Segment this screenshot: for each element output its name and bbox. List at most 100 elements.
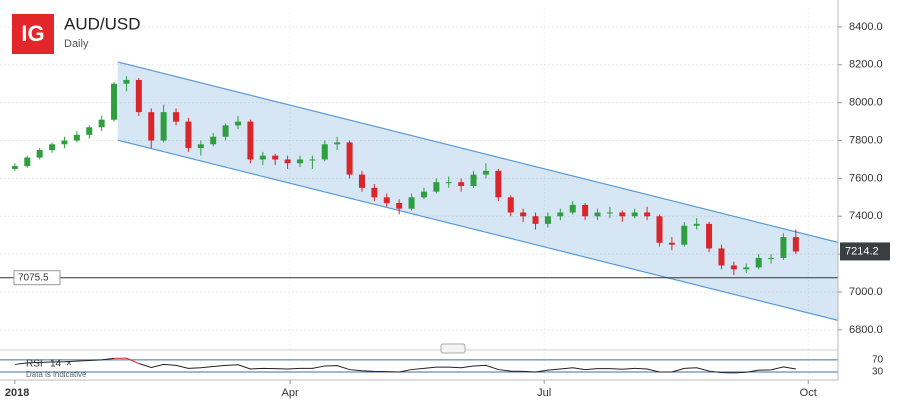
candle-body [507, 197, 514, 213]
candle-body [668, 242, 675, 245]
candle-body [197, 144, 204, 149]
rsi-line [114, 357, 140, 364]
rsi-note: Data is indicative [26, 370, 87, 379]
y-tick-label: 7400.0 [849, 210, 883, 222]
rsi-period: 14 [50, 359, 62, 370]
candle-body [309, 159, 316, 161]
subtitle: Daily [64, 38, 89, 50]
panel-handle[interactable] [440, 343, 466, 354]
candle-body [743, 267, 750, 270]
candle-body [111, 83, 118, 120]
candle-body [272, 155, 279, 160]
candle-body [619, 212, 626, 217]
candle-body [495, 170, 502, 198]
candle-body [185, 121, 192, 149]
candle-body [681, 225, 688, 245]
candle-body [73, 134, 80, 141]
x-tick-label: 2018 [5, 387, 29, 399]
candle-body [36, 149, 43, 158]
candle-body [433, 182, 440, 192]
candle-body [160, 112, 167, 141]
channel-fill [117, 61, 838, 321]
candle-body [408, 197, 415, 209]
candle-body [222, 125, 229, 137]
candle-body [49, 144, 56, 150]
candle-body [445, 182, 452, 184]
candle-body [780, 237, 787, 258]
rsi-name: RSI [26, 359, 43, 370]
candle-body [631, 212, 638, 217]
candle-body [656, 216, 663, 243]
x-tick-label: Oct [800, 387, 817, 399]
candle-body [235, 121, 242, 126]
candle-body [532, 216, 539, 224]
rsi-close[interactable]: × [66, 359, 72, 370]
candle-body [569, 204, 576, 213]
candle-body [11, 166, 18, 169]
candle-body [520, 212, 527, 217]
y-tick-label: 8000.0 [849, 97, 883, 109]
candle-body [768, 257, 775, 259]
candle-body [371, 187, 378, 198]
candle-body [358, 174, 365, 188]
logo-text: IG [21, 21, 44, 46]
candle-body [792, 237, 799, 252]
candle-body [470, 174, 477, 186]
rsi-line [138, 363, 796, 374]
x-tick-label: Jul [537, 387, 551, 399]
rsi-line [14, 357, 115, 365]
candle-body [693, 223, 700, 226]
candle-body [383, 197, 390, 204]
candle-body [706, 223, 713, 249]
candle-body [24, 157, 31, 167]
y-tick-label: 7600.0 [849, 172, 883, 184]
candle-body [86, 127, 93, 135]
candle-body [334, 142, 341, 145]
candle-body [98, 119, 105, 128]
candle-body [730, 265, 737, 270]
candle-body [644, 212, 651, 217]
channel-upper [117, 61, 839, 243]
logo [12, 14, 54, 54]
candle-body [284, 159, 291, 164]
candle-body [296, 159, 303, 164]
level-label: 7075.5 [18, 272, 49, 283]
candle-body [582, 204, 589, 217]
y-tick-label: 7800.0 [849, 134, 883, 146]
rsi-tick-label: 70 [872, 355, 884, 366]
candle-body [148, 112, 155, 141]
candle-body [482, 170, 489, 175]
candle-body [606, 212, 613, 214]
plot [0, 61, 839, 374]
grid [0, 8, 838, 380]
candle-body [321, 144, 328, 160]
candle-body [247, 121, 254, 160]
candle-body [173, 112, 180, 122]
candle-body [210, 136, 217, 145]
rsi-tick-label: 30 [872, 367, 884, 378]
price-tag-label: 7214.2 [845, 245, 879, 257]
candle-body [458, 182, 465, 186]
candle-body [420, 191, 427, 198]
candle-body [259, 155, 266, 160]
candle-body [123, 79, 130, 84]
price-tag [840, 242, 890, 261]
x-tick-label: Apr [282, 387, 299, 399]
y-tick-label: 8200.0 [849, 59, 883, 71]
y-tick-label: 7000.0 [849, 286, 883, 298]
level-box [13, 270, 61, 286]
candle-body [135, 79, 142, 113]
candle-body [396, 203, 403, 209]
candle-body [755, 257, 762, 268]
candle-body [346, 142, 353, 175]
title: AUD/USD [64, 14, 141, 33]
candle-body [557, 212, 564, 217]
candle-body [61, 140, 68, 145]
y-tick-label: 6800.0 [849, 324, 883, 336]
candle-body [718, 248, 725, 266]
y-tick-label: 8400.0 [849, 21, 883, 33]
channel-lower [117, 139, 839, 321]
candle-body [544, 216, 551, 224]
